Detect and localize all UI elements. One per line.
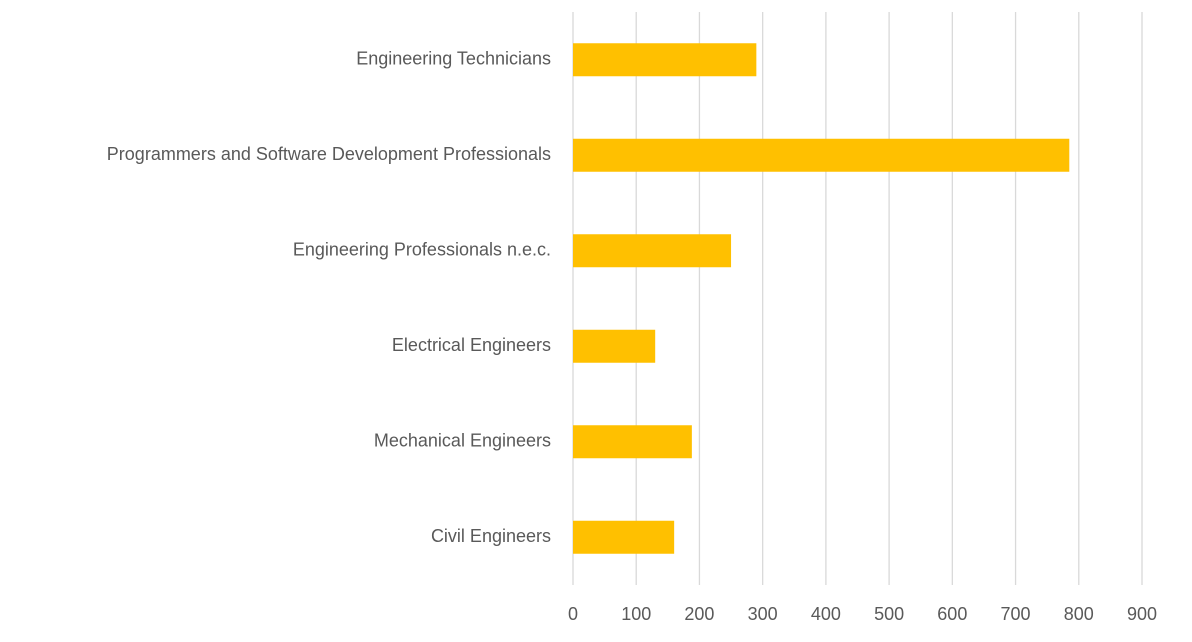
bar — [573, 43, 757, 77]
x-tick-label: 600 — [937, 604, 967, 624]
bar — [573, 234, 732, 268]
bar — [573, 329, 656, 363]
x-tick-label: 0 — [568, 604, 578, 624]
x-tick-label: 200 — [684, 604, 714, 624]
x-tick-label: 100 — [621, 604, 651, 624]
y-tick-label: Engineering Technicians — [356, 49, 551, 69]
x-tick-label: 700 — [1001, 604, 1031, 624]
bar — [573, 520, 675, 554]
x-tick-label: 500 — [874, 604, 904, 624]
y-tick-label: Civil Engineers — [431, 526, 551, 546]
bar — [573, 425, 692, 459]
x-tick-label: 300 — [748, 604, 778, 624]
bar — [573, 138, 1070, 172]
y-tick-label: Electrical Engineers — [392, 335, 551, 355]
y-tick-label: Programmers and Software Development Pro… — [107, 144, 551, 164]
y-tick-label: Engineering Professionals n.e.c. — [293, 240, 551, 260]
y-tick-label: Mechanical Engineers — [374, 431, 551, 451]
x-tick-label: 800 — [1064, 604, 1094, 624]
x-tick-label: 400 — [811, 604, 841, 624]
x-tick-label: 900 — [1127, 604, 1157, 624]
